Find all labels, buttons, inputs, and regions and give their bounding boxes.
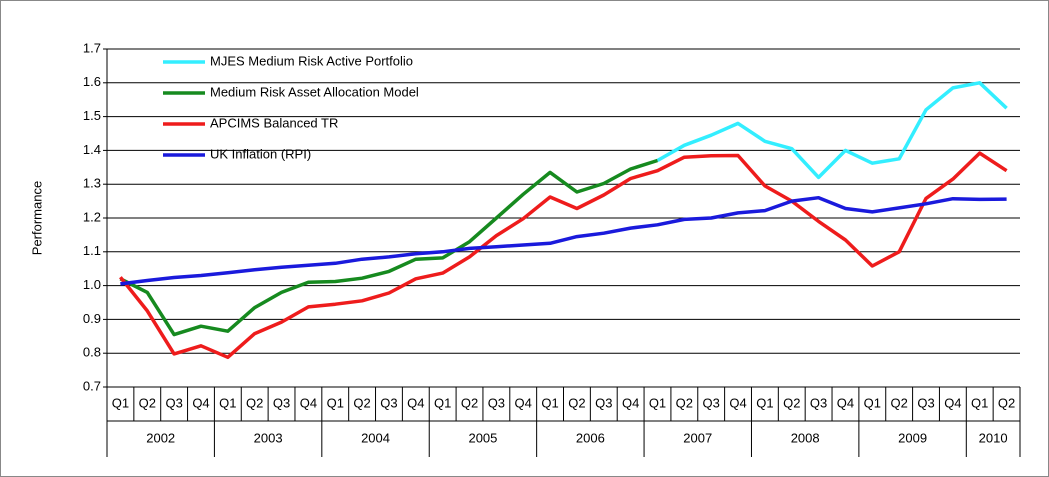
x-tick-label: Q2 [783,395,800,410]
x-group-label: 2007 [683,430,712,445]
y-tick-label: 1.5 [83,108,101,123]
x-tick-label: Q2 [139,395,156,410]
y-tick-label: 1.3 [83,176,101,191]
x-tick-label: Q4 [407,395,424,410]
series-line [119,158,659,337]
x-tick-label: Q4 [944,395,961,410]
x-tick-label: Q2 [353,395,370,410]
y-tick-label: 1.1 [83,243,101,258]
x-tick-label: Q1 [219,395,236,410]
x-tick-label: Q4 [837,395,854,410]
y-tick-label: 1.0 [83,277,101,292]
y-tick-label: 0.7 [83,378,101,393]
x-tick-label: Q2 [568,395,585,410]
x-tick-label: Q1 [649,395,666,410]
series-line [119,151,1008,360]
x-tick-label: Q3 [380,395,397,410]
x-group-label: 2003 [254,430,283,445]
x-tick-label: Q2 [676,395,693,410]
x-tick-label: Q3 [595,395,612,410]
x-tick-label: Q1 [756,395,773,410]
x-tick-label: Q3 [165,395,182,410]
x-tick-label: Q4 [729,395,746,410]
series-line [656,81,1008,180]
x-tick-label: Q4 [515,395,532,410]
y-tick-label: 1.7 [83,40,101,55]
x-tick-label: Q2 [998,395,1015,410]
legend-label: MJES Medium Risk Active Portfolio [210,53,413,68]
x-tick-label: Q4 [192,395,209,410]
y-tick-label: 1.6 [83,74,101,89]
x-group-label: 2005 [468,430,497,445]
x-tick-label: Q3 [810,395,827,410]
x-tick-label: Q3 [703,395,720,410]
x-group-label: 2010 [979,430,1008,445]
legend-label: UK Inflation (RPI) [210,146,311,161]
y-tick-label: 0.8 [83,345,101,360]
x-tick-label: Q2 [890,395,907,410]
x-group-label: 2009 [898,430,927,445]
y-tick-label: 1.2 [83,209,101,224]
x-tick-label: Q1 [327,395,344,410]
legend-label: Medium Risk Asset Allocation Model [210,84,419,99]
y-axis-label: Performance [29,181,44,255]
x-group-label: 2006 [576,430,605,445]
series-line [120,195,1007,286]
x-group-label: 2002 [146,430,175,445]
x-tick-label: Q3 [273,395,290,410]
x-tick-label: Q2 [461,395,478,410]
x-tick-label: Q1 [864,395,881,410]
x-tick-label: Q3 [488,395,505,410]
x-tick-label: Q3 [917,395,934,410]
x-tick-label: Q1 [434,395,451,410]
legend-label: APCIMS Balanced TR [210,115,338,130]
x-tick-label: Q4 [622,395,639,410]
x-group-label: 2004 [361,430,390,445]
x-tick-label: Q1 [112,395,129,410]
x-tick-label: Q1 [971,395,988,410]
y-tick-label: 0.9 [83,311,101,326]
x-tick-label: Q4 [300,395,317,410]
x-tick-label: Q2 [246,395,263,410]
x-tick-label: Q1 [541,395,558,410]
y-tick-label: 1.4 [83,142,101,157]
x-group-label: 2008 [791,430,820,445]
